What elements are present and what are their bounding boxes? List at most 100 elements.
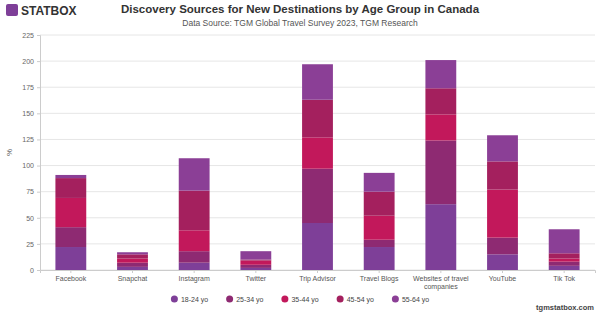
bar-segment [425,140,456,204]
x-tick-label: Instagram [179,275,210,283]
bar-segment [425,204,456,270]
bar-segment [364,247,395,270]
bar-segment [179,191,210,231]
y-tick-mark [37,218,40,219]
bar-segment [55,178,86,198]
x-tick-label-line: Travel Blogs [360,275,399,283]
bar-segment [549,229,580,253]
y-tick-mark [37,61,40,62]
y-tick-mark [37,87,40,88]
legend-label: 55-64 yo [402,296,429,304]
y-tick: 200 [22,58,40,65]
x-tick: Travel Blogs [360,270,399,283]
logo-icon [6,4,18,16]
y-tick: 0 [30,267,40,274]
x-tick-mark [70,270,71,273]
legend-swatch [337,296,344,303]
bar-segment [55,247,86,270]
legend-item: 45-54 yo [337,296,374,304]
x-axis-line [41,271,596,274]
bar-segment [425,88,456,114]
y-tick-label: 75 [26,188,34,195]
bar-segment [302,223,333,270]
x-axis: Facebook Snapchat Instagram Twitter Trip Adv… [41,270,596,291]
y-tick-mark [37,113,40,114]
y-tick-label: 175 [22,84,34,91]
x-tick-mark [379,270,380,273]
y-tick-label: 100 [22,162,34,169]
bar-segment [364,173,395,192]
x-tick-label: Travel Blogs [360,275,399,283]
x-tick-mark [255,270,256,273]
y-tick-mark [37,192,40,193]
y-tick: 175 [22,84,40,91]
bar-segment [240,251,271,259]
y-tick-label: 125 [22,136,34,143]
grid-line [40,35,595,36]
x-tick-label-line: Facebook [55,275,86,282]
bar-segment [240,265,271,268]
x-tick-mark [132,270,133,273]
x-tick: Instagram [179,270,210,283]
y-tick-label: 25 [26,241,34,248]
legend-item: 25-34 yo [226,296,263,304]
bar-segment [425,60,456,88]
x-tick-label: YouTube [489,275,517,282]
x-tick-label-line: Websites of travel [413,275,469,282]
bar-segment [425,114,456,140]
bar-segment [364,192,395,216]
x-tick: Twitter [246,270,267,282]
y-axis-line [37,36,41,271]
y-tick-mark [37,166,40,167]
x-tick-mark [194,270,195,273]
y-tick: 100 [22,162,40,169]
bar-segment [117,267,148,270]
y-tick-label: 200 [22,58,34,65]
x-tick-label-line: YouTube [489,275,517,282]
series-group [55,60,579,259]
x-tick: Trip Advisor [299,270,336,283]
bar-segment [240,260,271,261]
grid-line [40,61,595,62]
x-tick-label: Trip Advisor [299,275,336,283]
legend-swatch [281,296,288,303]
chart-svg: STATBOX Discovery Sources for New Destina… [0,0,600,314]
x-tick: YouTube [489,270,517,282]
legend-item: 18-24 yo [171,296,208,304]
y-tick-mark [37,35,40,36]
title: Discovery Sources for New Destinations b… [121,3,480,15]
legend-swatch [226,296,233,303]
bar-segment [240,261,271,265]
bar-segment [179,158,210,190]
y-tick-label: 150 [22,110,34,117]
x-tick: Snapchat [118,270,148,283]
bar-segment [487,238,518,255]
logo-text: STATBOX [21,4,77,18]
y-tick: 50 [26,215,40,222]
y-tick: 150 [22,110,40,117]
bar-segment [302,64,333,100]
x-tick-label: Facebook [55,275,86,282]
legend-swatch [171,296,178,303]
legend-swatch [392,296,399,303]
bar-segment [364,216,395,240]
bar-segment [179,230,210,251]
x-tick-mark [317,270,318,273]
bar-segment [179,263,210,270]
bar-segment [117,259,148,263]
y-tick-label: 50 [26,215,34,222]
x-tick-label: Websites of travelcompanies [413,275,469,291]
bars [55,60,579,270]
bar-segment [117,263,148,267]
bar-segment [240,268,271,270]
legend-label: 18-24 yo [181,296,208,304]
bar-segment [302,137,333,168]
bar-segment [179,251,210,262]
bar-segment [117,252,148,254]
bar-segment [364,240,395,247]
subtitle: Data Source: TGM Global Travel Survey 20… [182,18,418,28]
x-tick-mark [440,270,441,273]
y-tick: 225 [22,32,40,39]
x-tick-label-line: Trip Advisor [299,275,336,283]
bar-segment [55,198,86,227]
